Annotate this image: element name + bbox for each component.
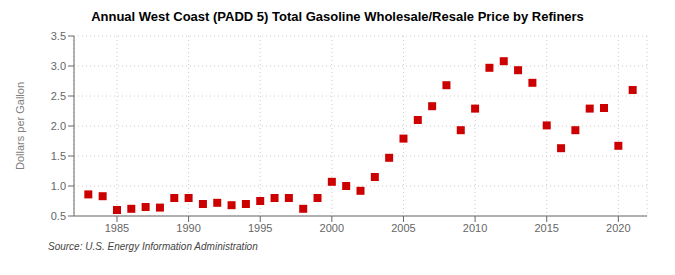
svg-text:1985: 1985 xyxy=(105,222,129,234)
svg-text:1.0: 1.0 xyxy=(51,180,66,192)
html-text:Annual West Coast (PADD 5) Tot: Annual West Coast (PADD 5) Total Gasolin… xyxy=(91,9,584,24)
svg-text:2020: 2020 xyxy=(606,222,630,234)
svg-text:1.5: 1.5 xyxy=(51,150,66,162)
svg-text:2.5: 2.5 xyxy=(51,90,66,102)
svg-text:Dollars per Gallon: Dollars per Gallon xyxy=(14,82,26,170)
svg-text:2015: 2015 xyxy=(534,222,558,234)
svg-text:1990: 1990 xyxy=(176,222,200,234)
svg-text:3.5: 3.5 xyxy=(51,30,66,42)
svg-text:2005: 2005 xyxy=(391,222,415,234)
svg-text:2010: 2010 xyxy=(463,222,487,234)
svg-text:1995: 1995 xyxy=(248,222,272,234)
svg-text:2000: 2000 xyxy=(320,222,344,234)
html-text:Source: U.S. Energy Informatio: Source: U.S. Energy Information Administ… xyxy=(48,241,258,252)
svg-text:2.0: 2.0 xyxy=(51,120,66,132)
svg-text:0.5: 0.5 xyxy=(51,210,66,222)
svg-text:3.0: 3.0 xyxy=(51,60,66,72)
